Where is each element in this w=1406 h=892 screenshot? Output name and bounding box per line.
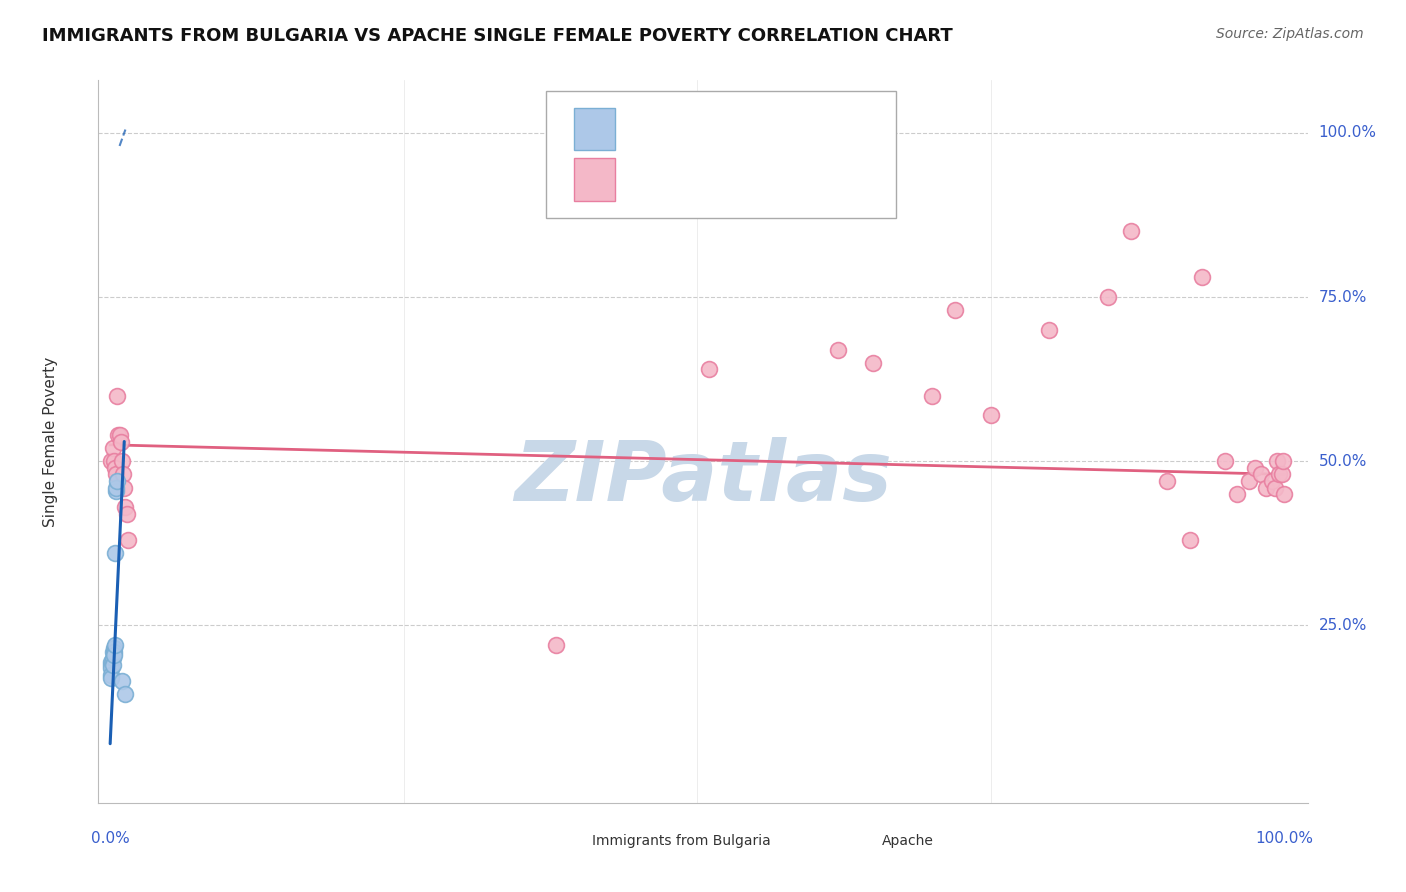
Point (111, 454, 134, 468)
Point (100, 671, 122, 685)
Point (104, 460, 127, 475)
Point (111, 674, 134, 689)
FancyBboxPatch shape (574, 108, 614, 151)
Point (1261, 474, 1284, 488)
Point (105, 388, 128, 402)
Text: R =: R = (630, 120, 669, 138)
Point (114, 500, 136, 515)
Text: R =: R = (630, 170, 669, 188)
Point (107, 428, 129, 442)
Point (1226, 487, 1249, 501)
Text: 75.0%: 75.0% (1319, 290, 1367, 304)
Point (100, 657, 122, 672)
Point (103, 641, 125, 656)
Text: IMMIGRANTS FROM BULGARIA VS APACHE SINGLE FEMALE POVERTY CORRELATION CHART: IMMIGRANTS FROM BULGARIA VS APACHE SINGL… (42, 27, 953, 45)
Text: 100.0%: 100.0% (1319, 126, 1376, 140)
Text: 100.0%: 100.0% (1256, 830, 1313, 846)
Point (105, 467, 128, 482)
Text: 50.0%: 50.0% (1319, 454, 1367, 468)
Point (103, 648, 125, 662)
Point (1121, 224, 1143, 238)
Point (1156, 474, 1178, 488)
Point (112, 467, 135, 482)
Point (117, 533, 139, 547)
Point (1271, 454, 1294, 468)
Point (100, 661, 122, 675)
Point (101, 651, 124, 665)
Point (112, 481, 135, 495)
Point (100, 655, 122, 669)
Point (103, 454, 125, 468)
FancyBboxPatch shape (555, 827, 586, 855)
Point (1265, 454, 1288, 468)
Point (1215, 454, 1237, 468)
Text: 25.0%: 25.0% (1319, 618, 1367, 633)
Point (945, 303, 967, 318)
Point (1250, 467, 1272, 482)
Point (1271, 467, 1294, 482)
Point (105, 481, 128, 495)
Point (100, 667, 122, 681)
Point (1256, 481, 1278, 495)
FancyBboxPatch shape (845, 827, 877, 855)
Point (921, 388, 943, 402)
Point (1272, 487, 1295, 501)
Point (101, 657, 124, 672)
Text: Immigrants from Bulgaria: Immigrants from Bulgaria (592, 834, 770, 848)
Point (108, 428, 131, 442)
FancyBboxPatch shape (546, 91, 897, 218)
Point (697, 362, 720, 376)
FancyBboxPatch shape (574, 158, 614, 201)
Point (862, 356, 884, 370)
Point (980, 409, 1002, 423)
Point (104, 638, 127, 652)
Point (1264, 481, 1286, 495)
Point (100, 454, 122, 468)
Point (114, 687, 136, 701)
Point (1038, 323, 1060, 337)
Point (1268, 467, 1291, 482)
Point (101, 645, 124, 659)
Point (105, 474, 128, 488)
Text: Apache: Apache (882, 834, 934, 848)
Point (1097, 290, 1119, 304)
Text: 18: 18 (810, 120, 835, 138)
Point (1180, 533, 1202, 547)
Point (1243, 460, 1265, 475)
Point (105, 483, 128, 498)
Point (827, 343, 849, 357)
Point (1237, 474, 1260, 488)
Text: N =: N = (758, 170, 797, 188)
Text: N =: N = (758, 120, 797, 138)
Text: -0.048: -0.048 (685, 170, 749, 188)
Point (101, 441, 124, 455)
Text: Source: ZipAtlas.com: Source: ZipAtlas.com (1216, 27, 1364, 41)
Text: ZIPatlas: ZIPatlas (515, 437, 891, 518)
Point (103, 645, 125, 659)
Point (1191, 270, 1213, 285)
Text: 0.0%: 0.0% (91, 830, 129, 846)
Text: Single Female Poverty: Single Female Poverty (42, 357, 58, 526)
Point (110, 434, 132, 449)
Text: 41: 41 (810, 170, 834, 188)
Text: 0.679: 0.679 (685, 120, 742, 138)
Point (104, 546, 127, 560)
Point (115, 507, 138, 521)
Point (546, 638, 568, 652)
